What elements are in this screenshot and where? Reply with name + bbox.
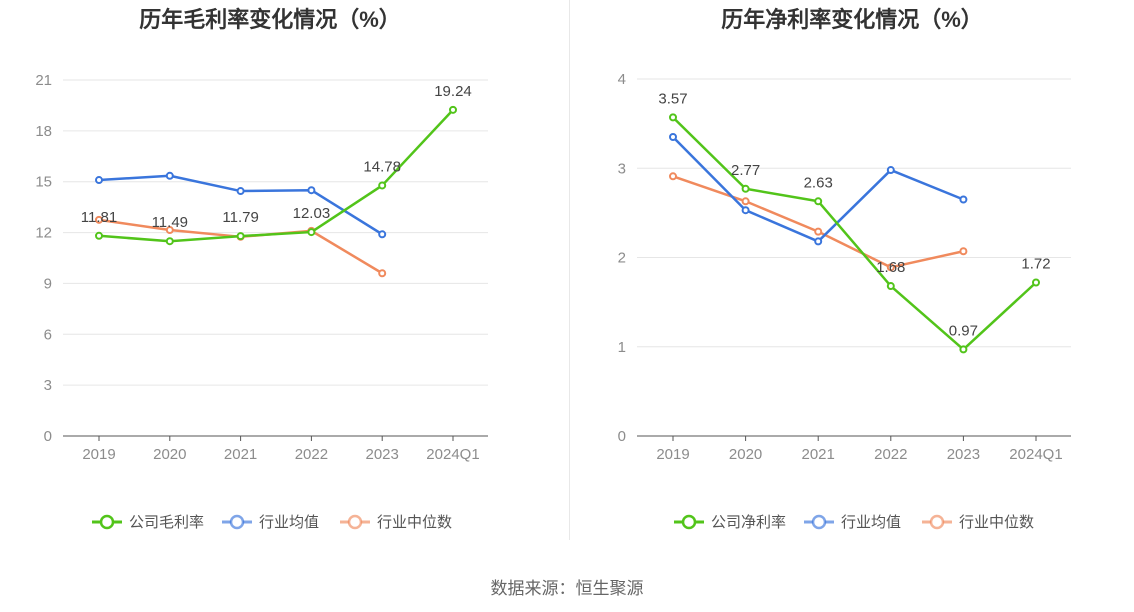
data-point-company[interactable]	[378, 181, 387, 190]
legend-marker-median[interactable]	[347, 514, 363, 530]
data-source-note: 数据来源：恒生聚源	[490, 579, 644, 598]
y-tick-label: 2	[618, 250, 626, 267]
y-tick-label: 12	[35, 225, 52, 242]
x-tick-label: 2023	[947, 446, 980, 463]
data-label: 1.72	[1021, 255, 1050, 272]
y-tick-label: 1	[618, 339, 626, 356]
legend-label-avg[interactable]: 行业均值	[259, 514, 319, 531]
series-line-median	[98, 218, 383, 275]
legend-label-company[interactable]: 公司毛利率	[129, 514, 204, 531]
legend-marker-avg[interactable]	[811, 514, 827, 530]
data-point-avg[interactable]	[378, 230, 387, 239]
data-point-company[interactable]	[886, 282, 895, 291]
data-point-avg[interactable]	[814, 237, 823, 246]
x-tick-label: 2019	[82, 446, 115, 463]
data-point-median[interactable]	[814, 227, 823, 236]
chart-title-gross-margin: 历年毛利率变化情况（%）	[139, 7, 401, 32]
data-point-avg[interactable]	[741, 206, 750, 215]
data-label: 11.81	[81, 209, 117, 226]
data-point-avg[interactable]	[165, 171, 174, 180]
legend-marker-avg[interactable]	[229, 514, 245, 530]
data-point-company[interactable]	[814, 197, 823, 206]
data-label: 3.57	[658, 90, 687, 107]
data-point-median[interactable]	[669, 172, 677, 181]
data-point-median[interactable]	[959, 247, 968, 256]
data-point-median[interactable]	[378, 269, 387, 278]
data-point-avg[interactable]	[959, 195, 968, 204]
data-label: 11.49	[152, 214, 188, 231]
x-tick-label: 2021	[802, 446, 835, 463]
series-line-company	[98, 108, 454, 243]
data-label: 2.63	[804, 174, 833, 191]
data-point-avg[interactable]	[886, 166, 895, 175]
legend-label-median[interactable]: 行业中位数	[377, 514, 452, 531]
legend-marker-company[interactable]	[99, 514, 115, 530]
data-label: 19.24	[434, 83, 472, 100]
data-point-company[interactable]	[236, 232, 245, 241]
y-tick-label: 0	[44, 428, 52, 445]
y-tick-label: 3	[618, 160, 626, 177]
legend-marker-median[interactable]	[929, 514, 945, 530]
data-point-company[interactable]	[307, 228, 316, 237]
y-tick-label: 3	[44, 377, 52, 394]
data-point-median[interactable]	[95, 215, 103, 224]
data-point-company[interactable]	[959, 345, 968, 354]
legend-marker-company[interactable]	[681, 514, 697, 530]
y-tick-label: 6	[44, 326, 52, 343]
y-tick-label: 21	[35, 72, 52, 89]
data-point-avg[interactable]	[95, 176, 103, 185]
data-label: 0.97	[949, 322, 978, 339]
data-point-median[interactable]	[741, 197, 750, 206]
y-tick-label: 15	[35, 174, 52, 191]
data-point-median[interactable]	[165, 226, 174, 235]
data-point-avg[interactable]	[236, 187, 245, 196]
data-point-avg[interactable]	[307, 186, 316, 195]
legend-label-company[interactable]: 公司净利率	[711, 514, 786, 531]
series-line-company	[672, 116, 1037, 351]
x-tick-label: 2021	[224, 446, 257, 463]
y-tick-label: 9	[44, 275, 52, 292]
data-label: 11.79	[222, 209, 258, 226]
data-point-company[interactable]	[741, 184, 750, 193]
data-point-company[interactable]	[95, 231, 103, 240]
panel-divider	[569, 0, 570, 540]
legend-label-avg[interactable]: 行业均值	[841, 514, 901, 531]
data-point-avg[interactable]	[669, 133, 677, 142]
x-tick-label: 2024Q1	[1009, 446, 1062, 463]
x-tick-label: 2023	[366, 446, 399, 463]
x-tick-label: 2020	[153, 446, 186, 463]
data-point-company[interactable]	[669, 113, 677, 122]
y-tick-label: 18	[35, 123, 52, 140]
data-point-company[interactable]	[449, 105, 457, 114]
y-tick-label: 4	[618, 71, 626, 88]
data-label: 2.77	[731, 162, 760, 179]
y-tick-label: 0	[618, 428, 626, 445]
data-label: 12.03	[293, 205, 331, 222]
x-tick-label: 2022	[295, 446, 328, 463]
data-point-company[interactable]	[1032, 278, 1040, 287]
data-point-company[interactable]	[165, 237, 174, 246]
x-tick-label: 2020	[729, 446, 762, 463]
chart-title-net-margin: 历年净利率变化情况（%）	[721, 7, 983, 32]
x-tick-label: 2024Q1	[426, 446, 479, 463]
legend-label-median[interactable]: 行业中位数	[959, 514, 1034, 531]
data-label: 1.68	[876, 259, 905, 276]
data-label: 14.78	[363, 158, 401, 175]
data-point-median[interactable]	[886, 263, 895, 272]
x-tick-label: 2022	[874, 446, 907, 463]
x-tick-label: 2019	[656, 446, 689, 463]
